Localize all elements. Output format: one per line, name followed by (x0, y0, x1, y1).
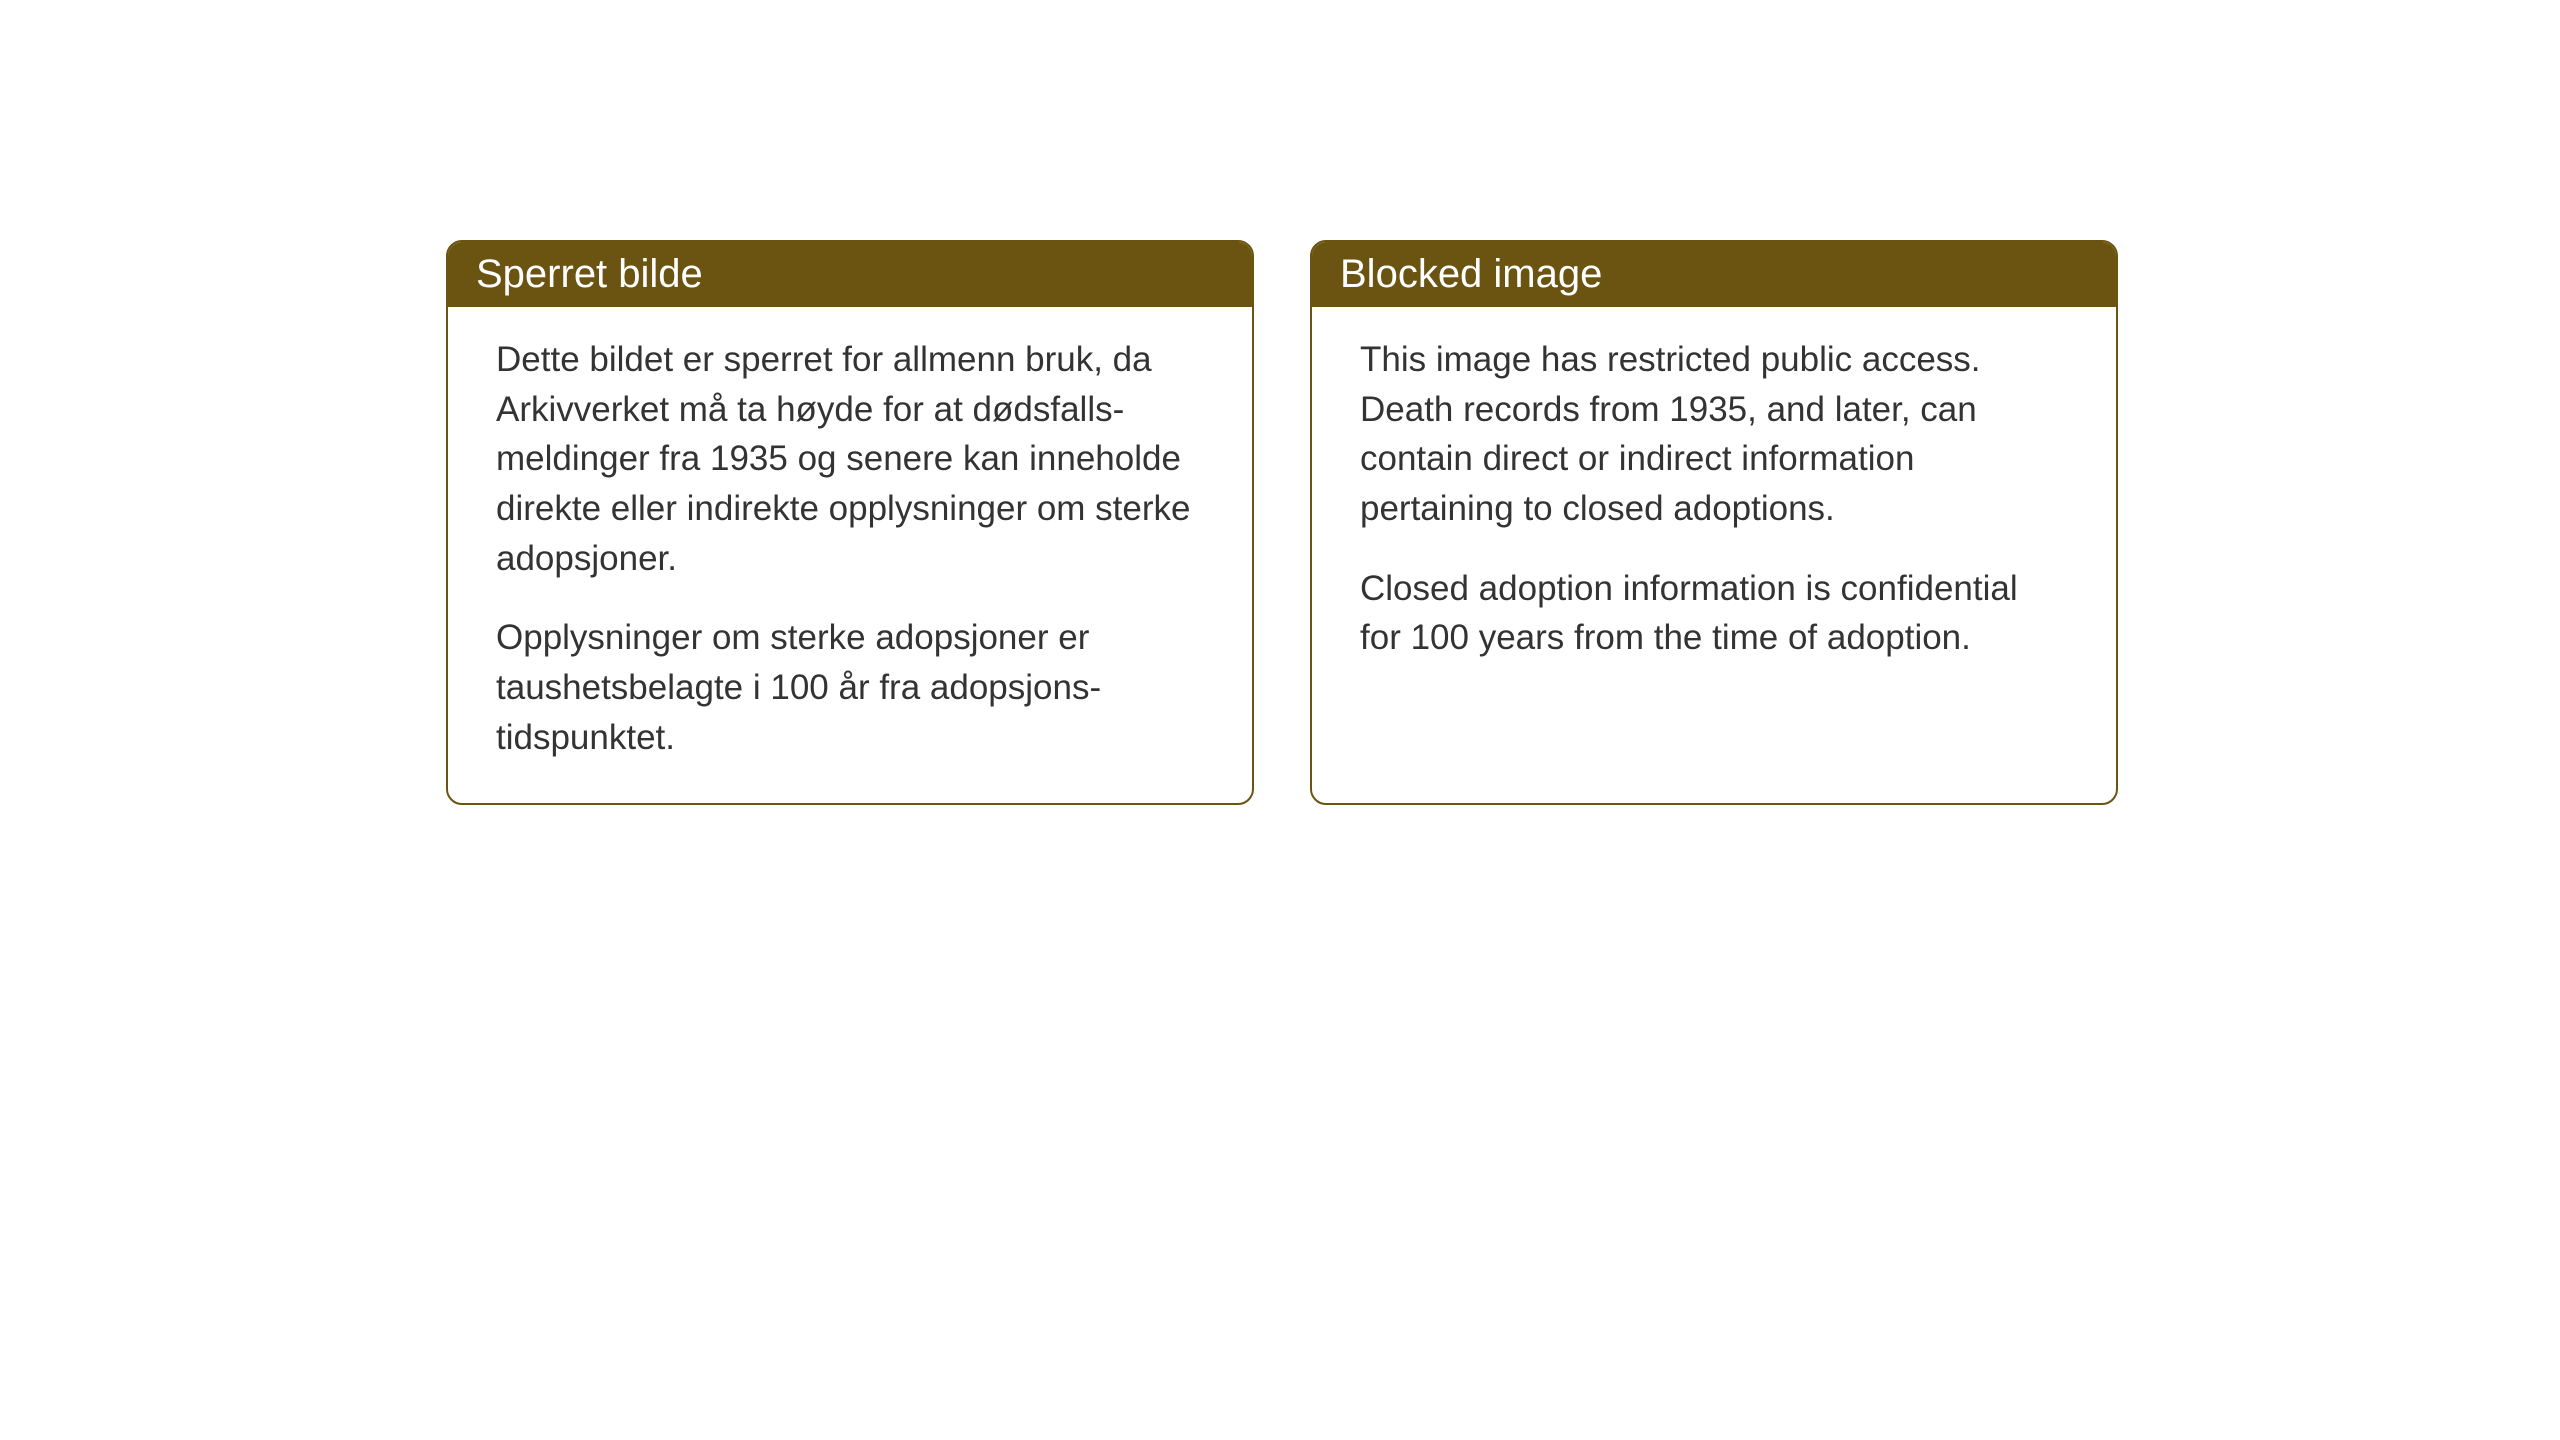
card-body-english: This image has restricted public access.… (1312, 307, 2116, 703)
card-paragraph-1-english: This image has restricted public access.… (1360, 335, 2068, 534)
blocked-image-card-norwegian: Sperret bilde Dette bildet er sperret fo… (446, 240, 1254, 805)
card-paragraph-2-norwegian: Opplysninger om sterke adopsjoner er tau… (496, 613, 1204, 762)
card-header-norwegian: Sperret bilde (448, 242, 1252, 307)
notice-cards-container: Sperret bilde Dette bildet er sperret fo… (446, 240, 2118, 805)
card-title-english: Blocked image (1340, 252, 1602, 296)
blocked-image-card-english: Blocked image This image has restricted … (1310, 240, 2118, 805)
card-paragraph-2-english: Closed adoption information is confident… (1360, 564, 2068, 663)
card-title-norwegian: Sperret bilde (476, 252, 703, 296)
card-body-norwegian: Dette bildet er sperret for allmenn bruk… (448, 307, 1252, 803)
card-header-english: Blocked image (1312, 242, 2116, 307)
card-paragraph-1-norwegian: Dette bildet er sperret for allmenn bruk… (496, 335, 1204, 583)
